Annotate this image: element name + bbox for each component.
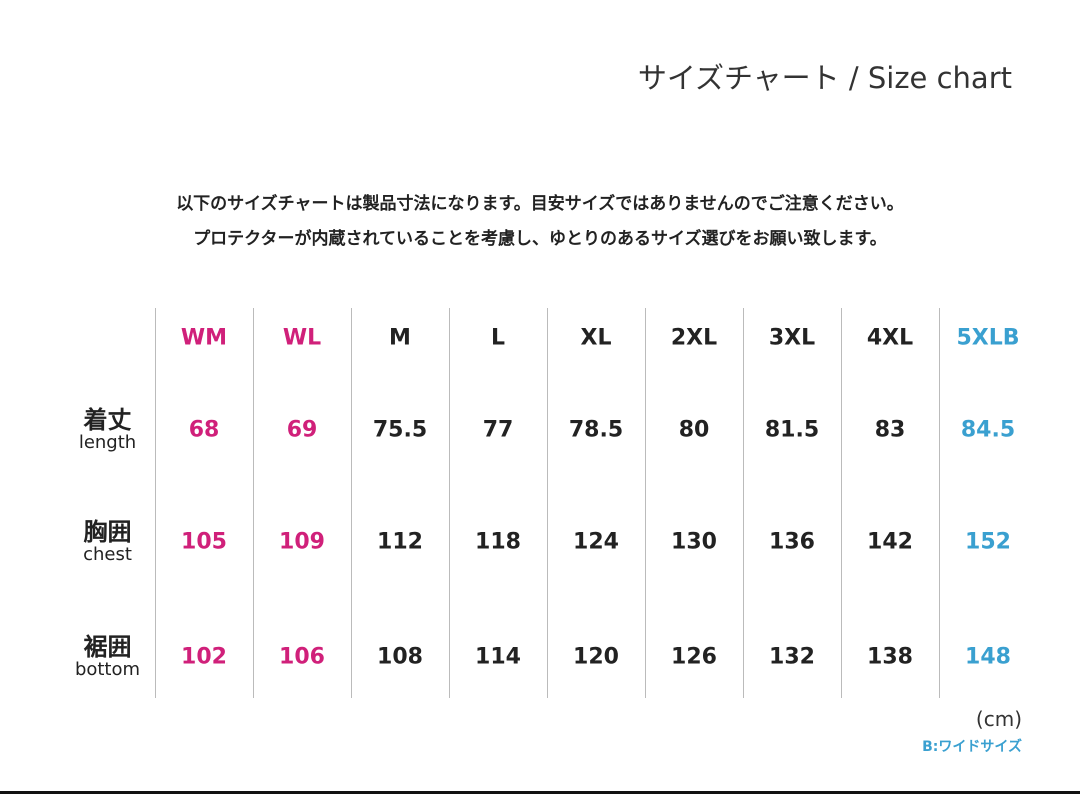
table-cell: 130 bbox=[671, 529, 717, 555]
column-divider bbox=[645, 308, 646, 698]
table-cell: 106 bbox=[279, 644, 325, 670]
table-cell: 118 bbox=[475, 529, 521, 555]
table-cell: 81.5 bbox=[764, 417, 820, 443]
row-label: 裾囲 bottom bbox=[60, 634, 155, 680]
table-cell: 78.5 bbox=[568, 417, 624, 443]
table-cell: 120 bbox=[573, 644, 619, 670]
table-cell: 80 bbox=[678, 417, 710, 443]
size-header: 2XL bbox=[670, 325, 718, 351]
table-cell: 69 bbox=[286, 417, 318, 443]
table-cell: 75.5 bbox=[372, 417, 428, 443]
table-cell: 124 bbox=[573, 529, 619, 555]
table-cell: 112 bbox=[377, 529, 423, 555]
column-divider bbox=[939, 308, 940, 698]
row-label-en: length bbox=[78, 432, 137, 454]
table-cell: 108 bbox=[377, 644, 423, 670]
unit-label: (cm) bbox=[975, 707, 1022, 731]
column-divider bbox=[743, 308, 744, 698]
row-label-jp: 着丈 bbox=[83, 405, 132, 434]
column-divider bbox=[841, 308, 842, 698]
table-cell: 77 bbox=[482, 417, 514, 443]
table-cell: 136 bbox=[769, 529, 815, 555]
table-cell: 109 bbox=[279, 529, 325, 555]
row-label-en: chest bbox=[83, 544, 132, 566]
note-line-1: 以下のサイズチャートは製品寸法になります。目安サイズではありませんのでご注意くだ… bbox=[176, 194, 904, 214]
table-cell: 126 bbox=[671, 644, 717, 670]
size-header: WM bbox=[180, 325, 228, 351]
column-divider bbox=[155, 308, 156, 698]
size-header: XL bbox=[580, 325, 612, 351]
wide-size-note: B:ワイドサイズ bbox=[922, 739, 1022, 755]
row-label-jp: 胸囲 bbox=[83, 517, 132, 546]
table-cell: 138 bbox=[867, 644, 913, 670]
table-cell: 148 bbox=[965, 644, 1011, 670]
table-cell: 105 bbox=[181, 529, 227, 555]
size-header: WL bbox=[282, 325, 322, 351]
column-divider bbox=[253, 308, 254, 698]
table-cell: 68 bbox=[188, 417, 220, 443]
size-header: 5XLB bbox=[956, 325, 1020, 351]
divider bbox=[0, 791, 1080, 794]
table-cell: 83 bbox=[874, 417, 906, 443]
table-cell: 84.5 bbox=[960, 417, 1016, 443]
column-divider bbox=[547, 308, 548, 698]
table-cell: 132 bbox=[769, 644, 815, 670]
column-divider bbox=[351, 308, 352, 698]
table-cell: 102 bbox=[181, 644, 227, 670]
row-label: 着丈 length bbox=[60, 407, 155, 453]
page-title: サイズチャート / Size chart bbox=[637, 61, 1012, 95]
row-label: 胸囲 chest bbox=[60, 519, 155, 565]
size-header: 4XL bbox=[866, 325, 914, 351]
table-cell: 142 bbox=[867, 529, 913, 555]
table-cell: 114 bbox=[475, 644, 521, 670]
row-label-jp: 裾囲 bbox=[83, 632, 132, 661]
table-cell: 152 bbox=[965, 529, 1011, 555]
size-header: M bbox=[389, 325, 411, 351]
note-line-2: プロテクターが内蔵されていることを考慮し、ゆとりのあるサイズ選びをお願い致します… bbox=[193, 229, 887, 249]
size-header: L bbox=[490, 325, 506, 351]
row-label-en: bottom bbox=[74, 659, 141, 681]
size-header: 3XL bbox=[768, 325, 816, 351]
column-divider bbox=[449, 308, 450, 698]
